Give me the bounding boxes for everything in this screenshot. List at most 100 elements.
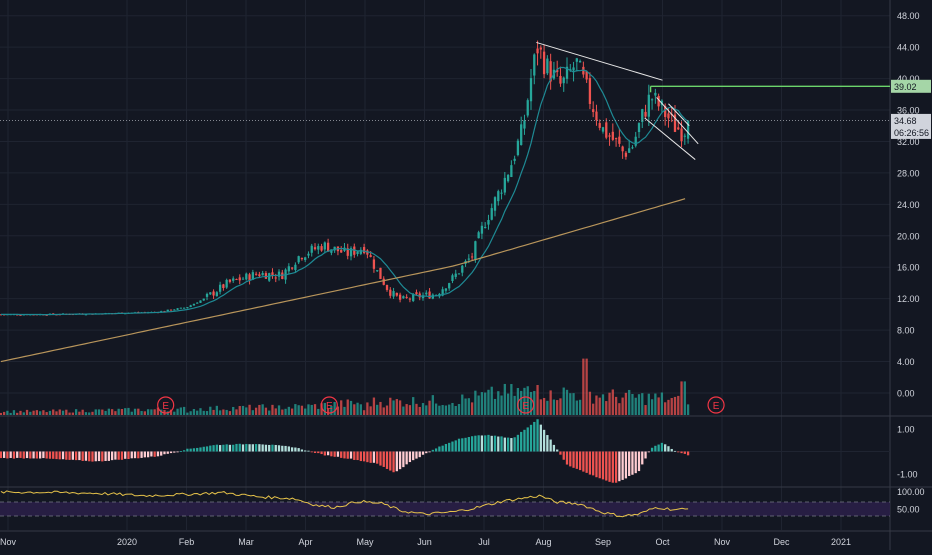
- price-axis-tick: 36.00: [897, 106, 920, 116]
- macd-bar: [585, 451, 588, 473]
- price-axis-tick: 40.00: [897, 74, 920, 84]
- volume-bar: [542, 397, 546, 415]
- volume-bar: [88, 412, 91, 415]
- time-axis-tick: Apr: [298, 537, 312, 547]
- macd-bar: [369, 451, 372, 463]
- trendline[interactable]: [656, 97, 699, 145]
- price-candle: [290, 267, 294, 271]
- volume-bar: [611, 389, 614, 415]
- volume-bar: [140, 411, 143, 415]
- price-candle: [264, 271, 268, 279]
- volume-bar: [385, 405, 389, 415]
- macd-bar: [137, 451, 140, 459]
- macd-bar: [660, 442, 664, 452]
- price-candle: [451, 273, 454, 284]
- price-candle: [218, 281, 222, 295]
- price-candle: [644, 104, 647, 118]
- volume-bar: [6, 410, 9, 415]
- trendline[interactable]: [536, 41, 663, 81]
- macd-bar: [143, 451, 146, 458]
- macd-bar: [461, 438, 464, 452]
- volume-bar: [333, 401, 336, 415]
- volume-bar: [179, 407, 182, 415]
- price-candle: [598, 119, 601, 131]
- price-axis-tick: 8.00: [897, 326, 915, 336]
- price-candle: [389, 287, 392, 299]
- volume-bar: [235, 409, 238, 415]
- macd-bar: [480, 435, 484, 452]
- volume-bar: [173, 411, 176, 415]
- macd-bar: [497, 436, 500, 452]
- price-pane[interactable]: [0, 40, 690, 363]
- volume-bar: [245, 407, 248, 415]
- macd-bar: [664, 444, 667, 452]
- earnings-marker[interactable]: E: [320, 396, 338, 414]
- earnings-marker[interactable]: E: [157, 396, 175, 414]
- macd-bar: [353, 451, 356, 460]
- earnings-marker[interactable]: E: [707, 396, 725, 414]
- macd-bar: [297, 448, 300, 452]
- macd-bar: [271, 444, 274, 452]
- macd-bar: [48, 451, 52, 459]
- volume-bar: [153, 409, 156, 415]
- macd-bar: [506, 437, 510, 452]
- volume-bar: [225, 409, 228, 415]
- volume-bar: [631, 394, 634, 415]
- macd-pane[interactable]: [0, 419, 890, 483]
- price-candle: [608, 132, 611, 146]
- volume-bar: [533, 390, 536, 415]
- price-candle: [618, 128, 621, 147]
- countdown-tag[interactable]: 06:26:56: [891, 125, 931, 139]
- time-axis-tick: May: [356, 537, 374, 547]
- volume-bar: [310, 404, 313, 415]
- macd-bar: [78, 451, 81, 461]
- time-axis-tick: Dec: [773, 537, 790, 547]
- volume-bar: [38, 411, 42, 415]
- macd-bar: [205, 446, 209, 452]
- price-candle: [605, 118, 608, 140]
- macd-bar: [523, 429, 526, 452]
- volume-bar: [199, 408, 202, 415]
- macd-bar: [595, 451, 598, 478]
- volume-bar: [634, 397, 637, 415]
- macd-bar: [343, 451, 346, 459]
- volume-bar: [454, 406, 457, 415]
- macd-bar: [533, 421, 536, 452]
- volume-bar: [451, 402, 454, 415]
- volume-bar: [637, 394, 641, 415]
- volume-bar: [425, 405, 428, 415]
- price-candle: [392, 287, 395, 299]
- volume-bar: [523, 387, 526, 415]
- macd-bar: [313, 451, 317, 454]
- volume-bar: [251, 410, 254, 415]
- resistance-price-tag[interactable]: 39.02: [891, 79, 931, 93]
- macd-bar: [448, 442, 451, 452]
- volume-bar: [264, 407, 268, 415]
- volume-bar: [29, 411, 32, 415]
- volume-bar: [104, 410, 107, 415]
- volume-bar: [369, 406, 372, 415]
- price-axis-tick: 4.00: [897, 357, 915, 367]
- macd-bar: [425, 451, 428, 454]
- macd-bar: [38, 451, 42, 459]
- macd-bar: [565, 451, 569, 465]
- trendline[interactable]: [644, 117, 696, 160]
- trendline[interactable]: [668, 103, 690, 127]
- volume-bar: [382, 407, 385, 415]
- macd-bar: [346, 451, 349, 459]
- rsi-pane[interactable]: [0, 490, 890, 518]
- macd-bar: [611, 451, 614, 483]
- earnings-marker[interactable]: E: [517, 396, 535, 414]
- volume-bar: [146, 409, 150, 415]
- price-candle: [520, 116, 523, 146]
- last-price-tag[interactable]: 34.68: [891, 113, 931, 127]
- macd-bar: [559, 451, 562, 455]
- volume-bar: [477, 395, 480, 415]
- volume-bar: [212, 409, 215, 415]
- macd-bar: [16, 451, 19, 458]
- macd-bar: [19, 451, 22, 458]
- volume-bar: [294, 404, 297, 415]
